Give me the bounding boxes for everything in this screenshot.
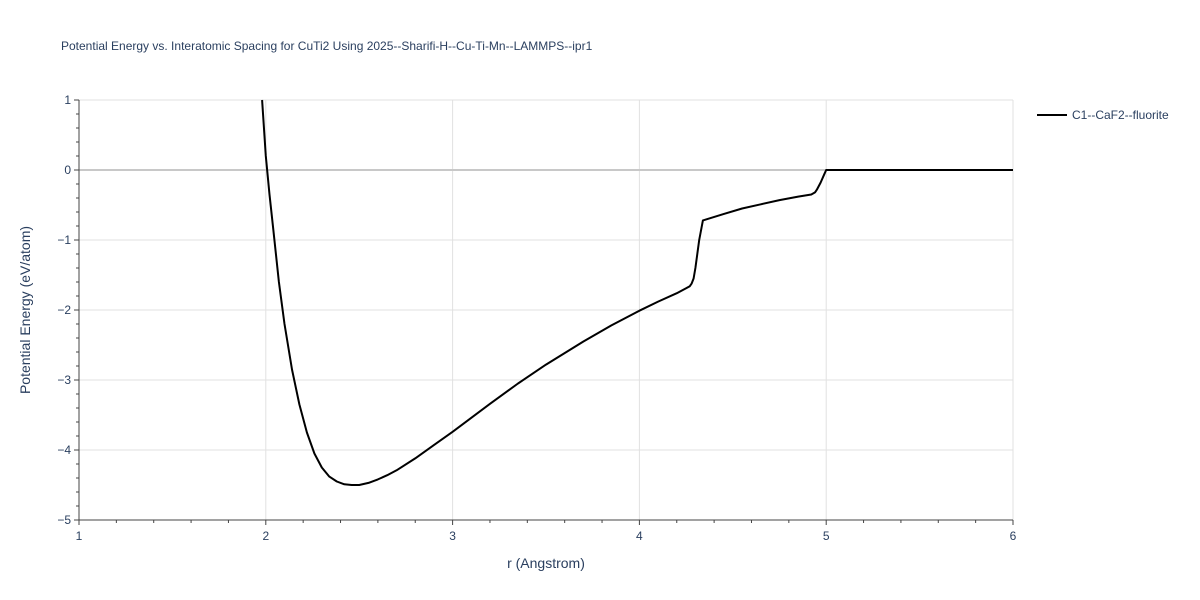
- x-axis-title: r (Angstrom): [507, 555, 585, 571]
- x-tick-label: 1: [76, 529, 83, 543]
- axis-layer: 1 2 3 4 5 6 1 0 −1 −2 −3 −4 −5: [57, 93, 1016, 543]
- legend-label: C1--CaF2--fluorite: [1072, 108, 1169, 122]
- grid-layer: [79, 99, 1014, 520]
- x-tick-label: 3: [449, 529, 456, 543]
- legend: C1--CaF2--fluorite: [1037, 108, 1169, 122]
- series-layer: [261, 99, 1013, 486]
- series-line: [261, 99, 1013, 486]
- y-tick-label: −2: [57, 303, 71, 317]
- x-tick-label: 5: [823, 529, 830, 543]
- y-tick-label: 0: [64, 163, 71, 177]
- y-tick-label: −4: [57, 443, 71, 457]
- y-tick-label: 1: [64, 93, 71, 107]
- y-axis-title: Potential Energy (eV/atom): [17, 226, 33, 394]
- x-tick-label: 6: [1010, 529, 1017, 543]
- y-tick-label: −1: [57, 233, 71, 247]
- y-tick-label: −3: [57, 373, 71, 387]
- x-tick-label: 2: [262, 529, 269, 543]
- chart-title: Potential Energy vs. Interatomic Spacing…: [61, 39, 593, 53]
- y-tick-label: −5: [57, 513, 71, 527]
- x-tick-label: 4: [636, 529, 643, 543]
